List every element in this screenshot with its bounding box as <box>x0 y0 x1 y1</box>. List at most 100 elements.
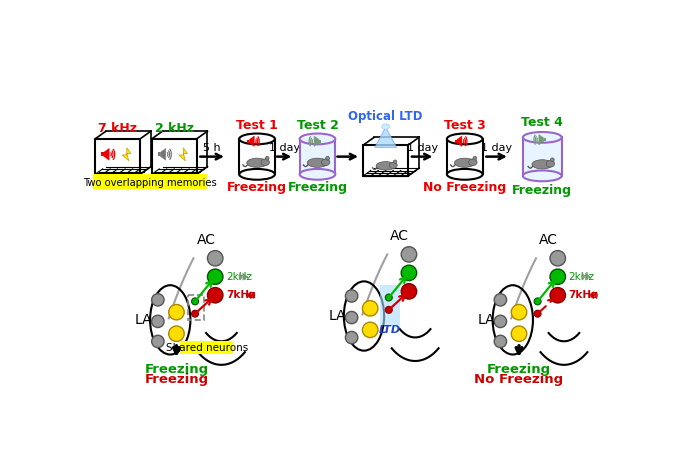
Text: 2 kHz: 2 kHz <box>154 122 194 135</box>
Text: Test 3: Test 3 <box>444 119 486 132</box>
Circle shape <box>362 322 378 338</box>
Polygon shape <box>103 148 109 160</box>
Circle shape <box>386 294 392 301</box>
Text: Freezing: Freezing <box>512 184 573 197</box>
Circle shape <box>494 294 507 306</box>
Ellipse shape <box>469 159 477 166</box>
Circle shape <box>551 158 554 162</box>
FancyBboxPatch shape <box>92 173 207 189</box>
Circle shape <box>152 315 164 327</box>
Text: 2kHz: 2kHz <box>226 272 252 282</box>
Ellipse shape <box>447 169 483 180</box>
Bar <box>247 139 250 143</box>
Circle shape <box>401 247 417 262</box>
Polygon shape <box>243 273 246 280</box>
Ellipse shape <box>532 160 553 169</box>
Ellipse shape <box>523 132 562 143</box>
Circle shape <box>401 265 417 281</box>
Text: No Freezing: No Freezing <box>423 181 507 194</box>
Text: 5 h: 5 h <box>203 143 221 153</box>
Polygon shape <box>539 134 544 145</box>
Circle shape <box>386 306 392 313</box>
Text: Test 2: Test 2 <box>296 119 339 132</box>
Circle shape <box>152 294 164 306</box>
Polygon shape <box>248 292 251 299</box>
Bar <box>447 139 483 174</box>
Text: 1 day: 1 day <box>407 143 438 153</box>
Polygon shape <box>457 136 462 146</box>
Polygon shape <box>179 148 188 161</box>
Bar <box>101 153 103 156</box>
Polygon shape <box>375 127 396 147</box>
Text: LA: LA <box>135 313 153 327</box>
Ellipse shape <box>322 159 330 166</box>
Text: AC: AC <box>539 233 558 247</box>
Text: Freezing: Freezing <box>144 363 209 376</box>
Circle shape <box>494 315 507 327</box>
Text: LTD: LTD <box>379 325 401 335</box>
Circle shape <box>207 287 223 303</box>
Circle shape <box>550 269 566 284</box>
Text: Freezing: Freezing <box>144 374 209 386</box>
Text: LA: LA <box>329 309 347 323</box>
Circle shape <box>401 284 417 299</box>
Circle shape <box>169 326 184 341</box>
Circle shape <box>152 335 164 348</box>
Text: 7kHz: 7kHz <box>226 290 255 300</box>
Circle shape <box>550 251 566 266</box>
Polygon shape <box>585 273 589 280</box>
Ellipse shape <box>454 158 475 167</box>
Circle shape <box>534 310 541 317</box>
Text: 1 day: 1 day <box>269 143 300 153</box>
Circle shape <box>550 287 566 303</box>
Text: 7kHz: 7kHz <box>568 290 598 300</box>
Text: Shared neurons: Shared neurons <box>165 342 248 353</box>
Circle shape <box>494 335 507 348</box>
Circle shape <box>511 326 527 341</box>
Text: AC: AC <box>390 229 409 243</box>
Bar <box>544 138 546 141</box>
Ellipse shape <box>300 169 335 180</box>
Circle shape <box>473 156 477 160</box>
Text: 1 day: 1 day <box>481 143 512 153</box>
Text: 2kHz: 2kHz <box>568 272 594 282</box>
Polygon shape <box>122 148 131 161</box>
Circle shape <box>169 304 184 320</box>
Circle shape <box>345 311 358 324</box>
Polygon shape <box>160 148 166 160</box>
Ellipse shape <box>382 124 390 129</box>
Circle shape <box>207 269 223 284</box>
Text: AC: AC <box>197 233 216 247</box>
Circle shape <box>511 304 527 320</box>
Ellipse shape <box>239 133 275 144</box>
Polygon shape <box>314 136 319 146</box>
Ellipse shape <box>247 158 267 167</box>
Bar <box>589 276 590 278</box>
Circle shape <box>192 310 199 317</box>
Ellipse shape <box>239 169 275 180</box>
Text: Optical LTD: Optical LTD <box>348 110 423 123</box>
Ellipse shape <box>390 162 397 169</box>
Bar <box>239 139 275 174</box>
Circle shape <box>192 298 199 305</box>
Polygon shape <box>590 292 594 299</box>
Circle shape <box>207 251 223 266</box>
Ellipse shape <box>523 171 562 181</box>
Bar <box>95 139 140 174</box>
Bar <box>455 139 457 143</box>
Bar <box>246 276 248 278</box>
Circle shape <box>345 332 358 344</box>
Bar <box>363 145 408 176</box>
Text: Two overlapping memories: Two overlapping memories <box>83 178 217 188</box>
FancyBboxPatch shape <box>379 285 400 325</box>
Bar <box>319 139 321 143</box>
Circle shape <box>393 160 397 163</box>
Text: Freezing: Freezing <box>487 363 551 376</box>
Text: LA: LA <box>477 313 495 327</box>
FancyBboxPatch shape <box>180 341 233 354</box>
Ellipse shape <box>546 161 555 167</box>
Bar <box>589 294 590 296</box>
Bar <box>246 294 248 296</box>
Ellipse shape <box>307 158 328 167</box>
Circle shape <box>362 300 378 316</box>
